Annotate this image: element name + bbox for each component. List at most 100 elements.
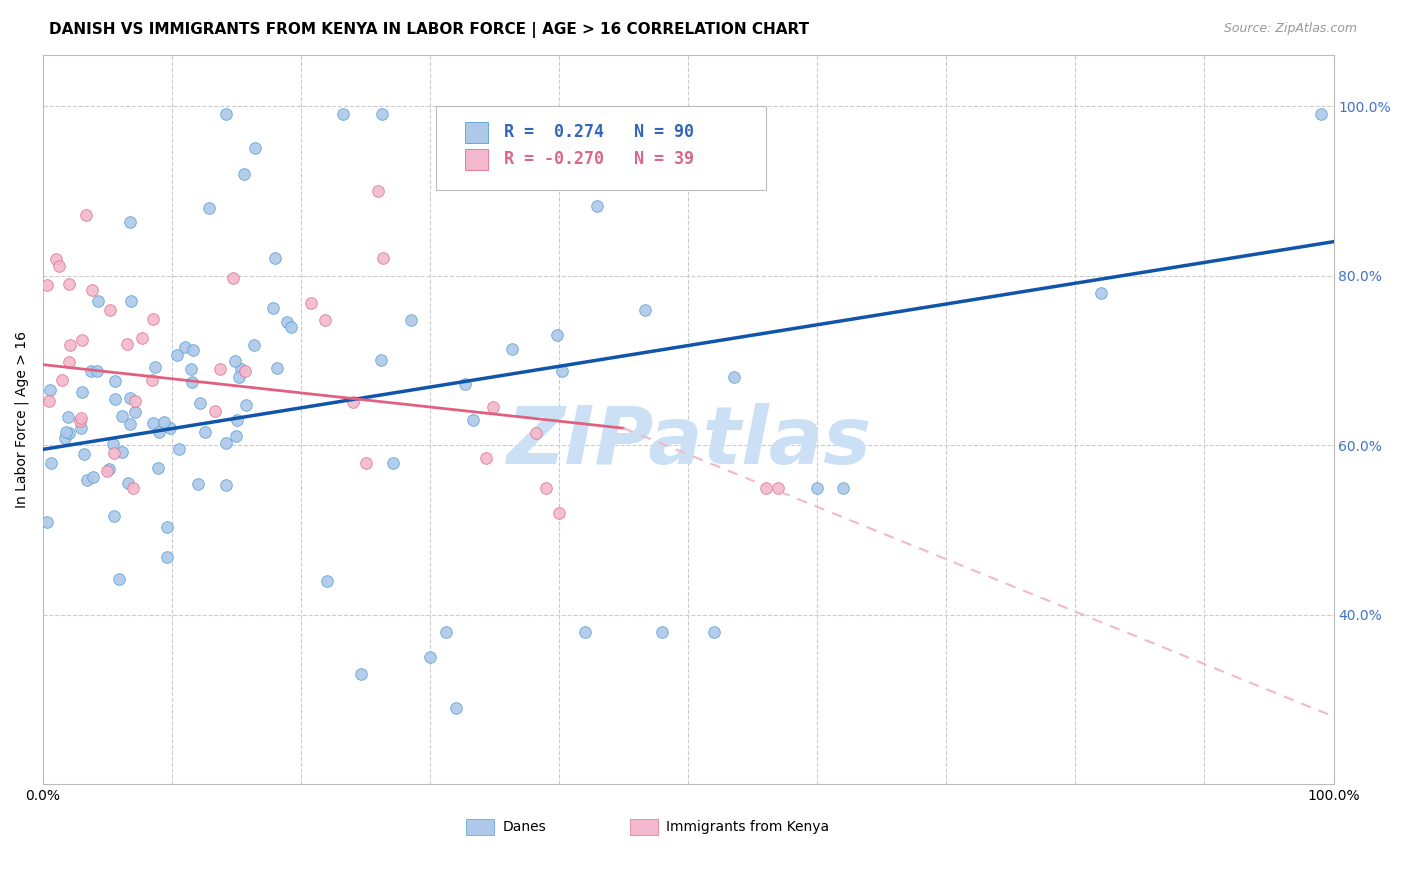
Point bbox=[48, 260, 70, 274]
Point bbox=[453, 377, 475, 392]
Point bbox=[187, 476, 209, 491]
Point bbox=[280, 320, 302, 334]
Point bbox=[58, 277, 80, 291]
Point bbox=[1309, 107, 1331, 121]
Point bbox=[501, 342, 523, 356]
Point bbox=[55, 425, 77, 440]
Point bbox=[173, 340, 195, 354]
Text: R = -0.270   N = 39: R = -0.270 N = 39 bbox=[503, 151, 693, 169]
Point bbox=[56, 409, 79, 424]
Point bbox=[141, 373, 163, 387]
Point bbox=[51, 373, 73, 387]
Point bbox=[180, 361, 202, 376]
Point bbox=[534, 481, 557, 495]
Point bbox=[204, 404, 226, 418]
Bar bbox=[465, 820, 495, 836]
Point bbox=[263, 251, 285, 265]
Point bbox=[181, 343, 204, 357]
Point bbox=[1090, 285, 1112, 300]
Point bbox=[70, 385, 93, 400]
Point bbox=[243, 338, 266, 352]
Point bbox=[475, 451, 498, 466]
Point bbox=[156, 520, 179, 534]
Point bbox=[526, 425, 548, 440]
Point bbox=[229, 362, 252, 376]
Point bbox=[142, 417, 165, 431]
Point bbox=[235, 398, 257, 412]
Point bbox=[245, 141, 267, 155]
Point bbox=[103, 374, 125, 388]
Point bbox=[111, 409, 134, 424]
Point bbox=[399, 313, 422, 327]
Point bbox=[159, 421, 181, 435]
Text: R =  0.274   N = 90: R = 0.274 N = 90 bbox=[503, 123, 693, 142]
Point bbox=[58, 355, 80, 369]
Point bbox=[69, 410, 91, 425]
Point bbox=[120, 294, 142, 309]
Point bbox=[142, 311, 165, 326]
Point bbox=[634, 302, 657, 317]
Point bbox=[754, 481, 776, 495]
Point bbox=[215, 107, 238, 121]
Point bbox=[266, 361, 288, 376]
Point bbox=[194, 425, 217, 440]
Point bbox=[45, 252, 67, 266]
Point bbox=[39, 383, 62, 397]
Text: Source: ZipAtlas.com: Source: ZipAtlas.com bbox=[1223, 22, 1357, 36]
Point bbox=[86, 364, 108, 378]
Point bbox=[276, 315, 298, 329]
Point bbox=[367, 184, 389, 198]
Text: DANISH VS IMMIGRANTS FROM KENYA IN LABOR FORCE | AGE > 16 CORRELATION CHART: DANISH VS IMMIGRANTS FROM KENYA IN LABOR… bbox=[49, 22, 810, 38]
Point bbox=[143, 359, 166, 374]
Point bbox=[38, 394, 60, 409]
Point bbox=[39, 456, 62, 470]
Point bbox=[55, 431, 77, 445]
Point bbox=[122, 481, 145, 495]
Point bbox=[226, 413, 249, 427]
Point bbox=[118, 392, 141, 406]
Point bbox=[98, 462, 121, 476]
Point bbox=[481, 400, 503, 414]
Point bbox=[108, 572, 131, 586]
Point bbox=[103, 509, 125, 524]
FancyBboxPatch shape bbox=[436, 106, 765, 190]
Point bbox=[80, 364, 103, 378]
Point bbox=[100, 303, 122, 318]
Point bbox=[651, 624, 673, 639]
Point bbox=[72, 334, 94, 348]
Point bbox=[832, 481, 855, 495]
Point bbox=[37, 515, 59, 529]
Point bbox=[583, 133, 606, 147]
Point bbox=[59, 338, 82, 352]
Point bbox=[262, 301, 284, 315]
Point bbox=[124, 405, 146, 419]
Point bbox=[232, 167, 254, 181]
Text: Immigrants from Kenya: Immigrants from Kenya bbox=[666, 821, 830, 834]
Point bbox=[181, 375, 204, 389]
Point bbox=[152, 415, 174, 429]
Text: Danes: Danes bbox=[502, 821, 546, 834]
Point bbox=[233, 364, 256, 378]
Point bbox=[75, 208, 97, 222]
Point bbox=[314, 312, 336, 326]
Point bbox=[342, 395, 364, 409]
Point bbox=[124, 393, 146, 408]
Point bbox=[723, 370, 745, 384]
Point bbox=[101, 437, 124, 451]
Point bbox=[146, 461, 169, 475]
Point bbox=[156, 549, 179, 564]
Point bbox=[434, 624, 457, 639]
Point bbox=[188, 396, 211, 410]
Point bbox=[546, 327, 568, 342]
Point bbox=[382, 456, 405, 470]
Point bbox=[82, 470, 104, 484]
Bar bbox=[465, 149, 488, 169]
Point bbox=[76, 474, 98, 488]
Point bbox=[370, 353, 392, 368]
Point bbox=[118, 215, 141, 229]
Point bbox=[225, 429, 247, 443]
Point bbox=[350, 667, 373, 681]
Point bbox=[301, 296, 323, 310]
Point bbox=[117, 476, 139, 491]
Point bbox=[215, 478, 238, 492]
